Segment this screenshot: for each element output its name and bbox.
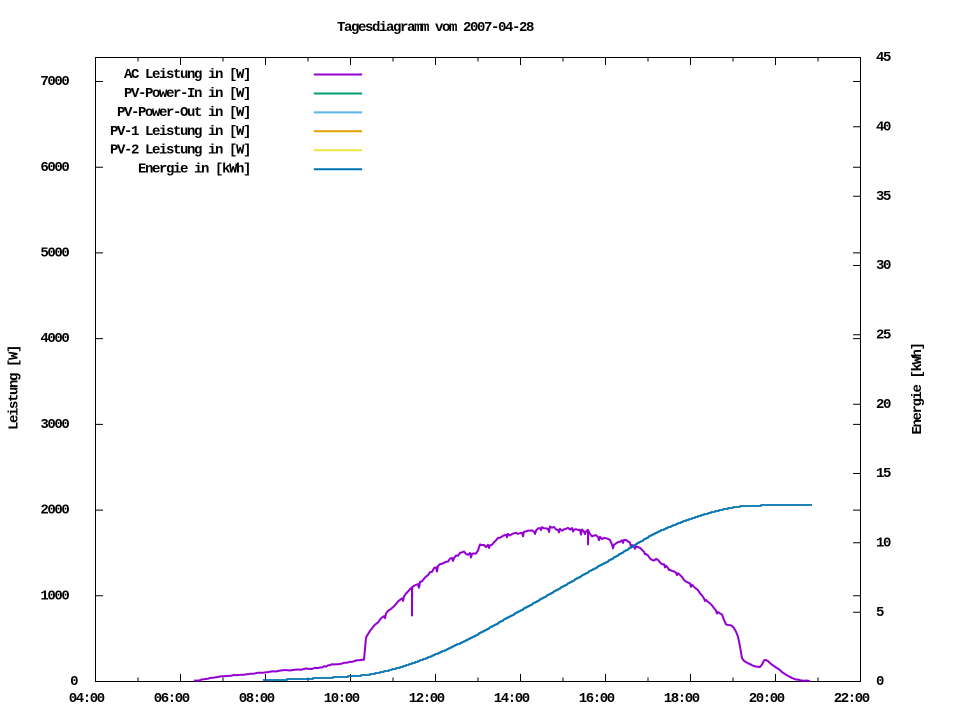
svg-text:5: 5 xyxy=(876,605,884,621)
svg-text:AC Leistung in [W]: AC Leistung in [W] xyxy=(124,67,250,83)
svg-text:15: 15 xyxy=(876,466,891,482)
svg-text:0: 0 xyxy=(876,674,884,690)
svg-text:10:00: 10:00 xyxy=(324,691,360,707)
svg-text:35: 35 xyxy=(876,189,891,205)
svg-text:12:00: 12:00 xyxy=(409,691,445,707)
svg-text:5000: 5000 xyxy=(40,246,69,262)
svg-text:06:00: 06:00 xyxy=(154,691,190,707)
svg-text:20: 20 xyxy=(876,397,891,413)
svg-text:14:00: 14:00 xyxy=(494,691,530,707)
svg-text:22:00: 22:00 xyxy=(834,691,870,707)
svg-text:0: 0 xyxy=(70,674,78,690)
svg-text:Tagesdiagramm vom 2007-04-28: Tagesdiagramm vom 2007-04-28 xyxy=(337,20,534,36)
svg-text:30: 30 xyxy=(876,258,891,274)
svg-text:2000: 2000 xyxy=(40,503,69,519)
svg-text:Energie in [kWh]: Energie in [kWh] xyxy=(138,162,250,178)
svg-text:Leistung [W]: Leistung [W] xyxy=(7,346,23,430)
svg-text:16:00: 16:00 xyxy=(579,691,615,707)
svg-text:40: 40 xyxy=(876,119,891,135)
svg-text:Energie [kWh]: Energie [kWh] xyxy=(910,343,926,434)
svg-text:7000: 7000 xyxy=(40,74,69,90)
svg-text:45: 45 xyxy=(876,50,891,66)
svg-text:20:00: 20:00 xyxy=(749,691,785,707)
svg-text:25: 25 xyxy=(876,327,891,343)
svg-text:6000: 6000 xyxy=(40,160,69,176)
svg-text:04:00: 04:00 xyxy=(69,691,105,707)
svg-text:08:00: 08:00 xyxy=(239,691,275,707)
svg-text:4000: 4000 xyxy=(40,331,69,347)
svg-text:PV-2 Leistung in [W]: PV-2 Leistung in [W] xyxy=(110,143,250,159)
svg-text:PV-Power-In in [W]: PV-Power-In in [W] xyxy=(124,86,250,102)
svg-text:10: 10 xyxy=(876,535,891,551)
svg-text:PV-1 Leistung in [W]: PV-1 Leistung in [W] xyxy=(110,124,250,140)
svg-text:18:00: 18:00 xyxy=(664,691,700,707)
svg-text:PV-Power-Out in [W]: PV-Power-Out in [W] xyxy=(117,105,250,121)
svg-text:1000: 1000 xyxy=(40,588,69,604)
svg-text:3000: 3000 xyxy=(40,417,69,433)
